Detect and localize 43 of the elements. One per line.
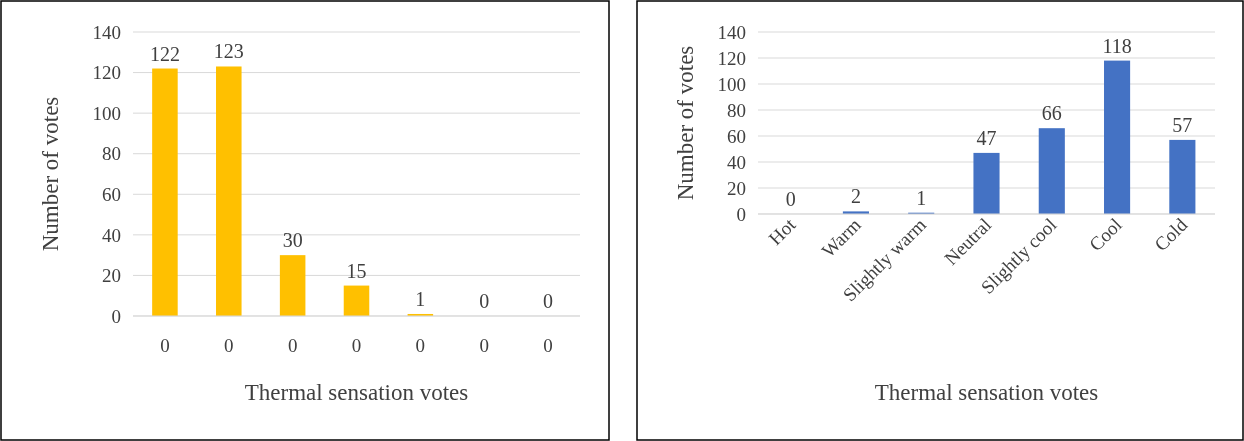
y-tick-label: 140 — [92, 21, 121, 43]
x-tick-label: 0 — [351, 335, 362, 356]
y-tick-label: 140 — [717, 21, 746, 43]
x-tick-label: 0 — [415, 335, 426, 356]
y-tick-label: 120 — [92, 62, 121, 84]
data-label: 47 — [976, 126, 997, 149]
y-tick-label: 40 — [727, 151, 746, 173]
y-tick-label: 80 — [727, 99, 746, 121]
data-label: 1 — [415, 287, 426, 310]
data-label: 118 — [1102, 34, 1132, 57]
y-tick-label: 120 — [717, 47, 746, 69]
y-axis-title: Number of votes — [38, 96, 63, 252]
y-tick-label: 100 — [717, 73, 746, 95]
data-label: 0 — [543, 290, 554, 312]
x-tick-label: Hot — [764, 213, 800, 249]
data-label: 15 — [346, 259, 367, 282]
y-tick-label: 0 — [111, 305, 121, 327]
data-label: 0 — [479, 290, 490, 312]
data-label: 30 — [282, 229, 303, 252]
data-label: 2 — [850, 185, 861, 208]
y-axis-title: Number of votes — [673, 45, 698, 201]
x-tick-label: 0 — [160, 335, 170, 356]
data-label: 122 — [149, 42, 180, 65]
x-axis-title: Thermal sensation votes — [874, 380, 1099, 405]
y-tick-label: 60 — [727, 125, 746, 147]
data-label: 66 — [1041, 102, 1062, 125]
x-tick-label: 0 — [224, 335, 234, 356]
y-tick-label: 20 — [727, 177, 746, 199]
x-tick-label: Cool — [1084, 213, 1126, 255]
y-tick-label: 80 — [102, 143, 121, 165]
data-label: 0 — [785, 188, 796, 210]
x-tick-label: 0 — [287, 335, 298, 356]
data-label: 123 — [213, 40, 244, 63]
x-tick-label: 0 — [543, 335, 553, 356]
x-tick-label: Cold — [1150, 213, 1192, 255]
data-label: 57 — [1172, 113, 1193, 136]
x-tick-label: 0 — [479, 335, 489, 356]
y-tick-label: 40 — [102, 224, 121, 246]
y-tick-label: 20 — [102, 265, 121, 287]
data-label: 1 — [916, 186, 927, 209]
x-axis-title: Thermal sensation votes — [244, 380, 469, 405]
y-tick-label: 100 — [92, 102, 121, 124]
y-tick-label: 60 — [102, 183, 121, 205]
